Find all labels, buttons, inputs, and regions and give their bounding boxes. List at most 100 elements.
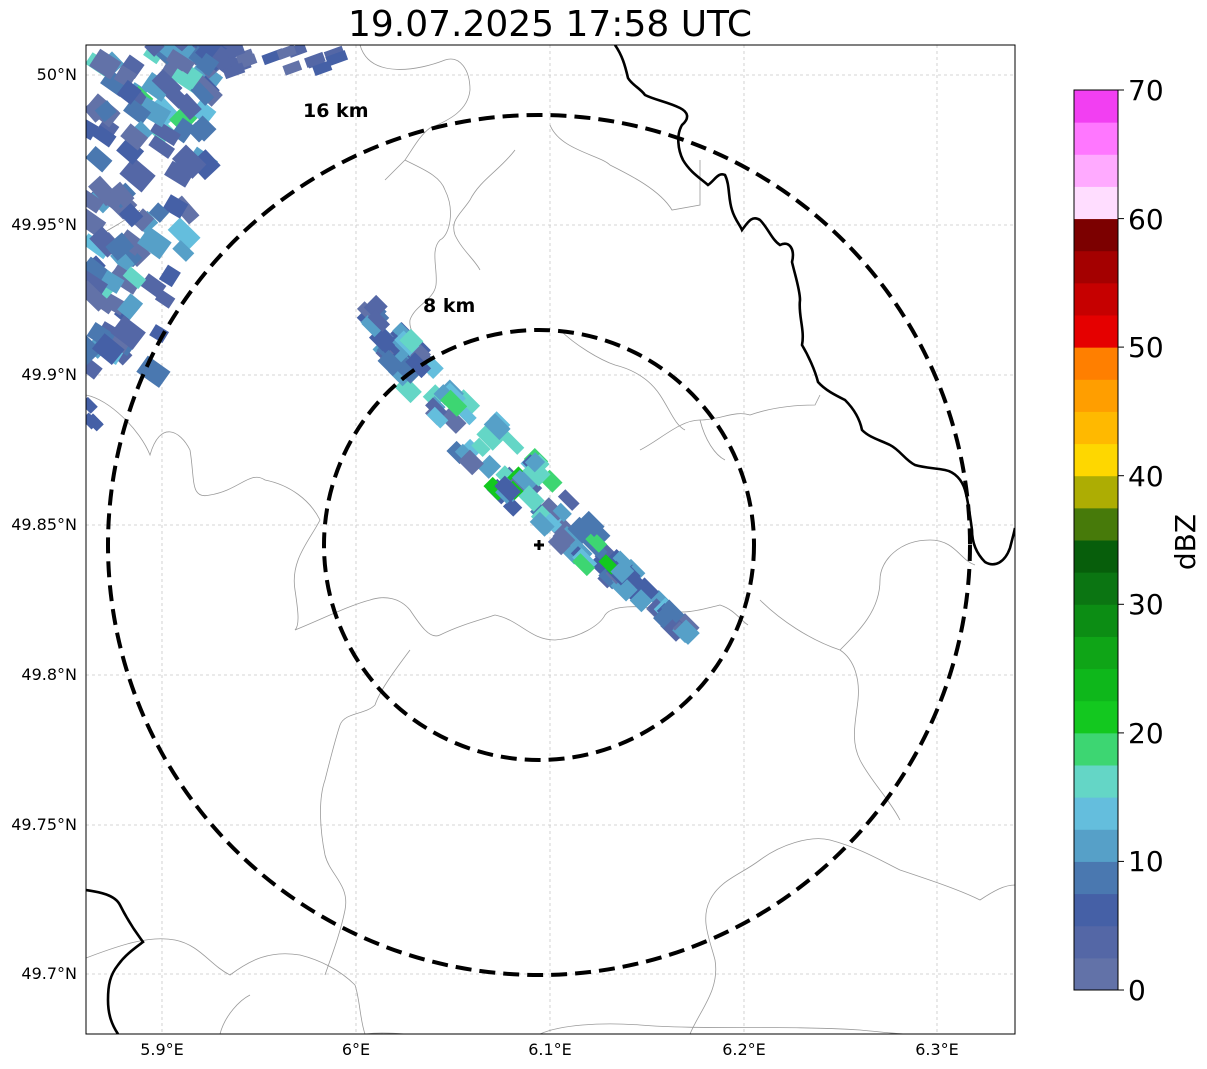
colorbar-frame [1073, 89, 1119, 991]
reflectivity-block [154, 289, 176, 309]
reflectivity-block [325, 50, 349, 67]
lat-label: 49.95°N [11, 215, 77, 234]
reflectivity-block [610, 559, 635, 584]
colorbar-bin [1074, 507, 1118, 541]
municipal-borders [86, 45, 1015, 1034]
reflectivity-block [131, 208, 155, 232]
reflectivity-block [190, 115, 217, 142]
reflectivity-block [674, 619, 700, 645]
range-ring-label-16km: 16 km [303, 100, 369, 122]
colorbar-bin [1074, 636, 1118, 670]
reflectivity-block [149, 324, 170, 344]
reflectivity-block [110, 315, 146, 350]
reflectivity-block [557, 489, 580, 511]
reflectivity-block [162, 194, 189, 219]
range-rings [106, 113, 972, 977]
reflectivity-block [86, 145, 113, 173]
reflectivity-block [164, 160, 194, 188]
colorbar-bin [1074, 668, 1118, 702]
colorbar-ticks [1118, 89, 1124, 991]
reflectivity-block [572, 553, 596, 577]
reflectivity-block [187, 121, 208, 143]
reflectivity-block [399, 328, 424, 353]
reflectivity-block [552, 526, 576, 550]
reflectivity-block [148, 135, 176, 159]
colorbar-bin [1074, 250, 1118, 284]
reflectivity-block [524, 452, 546, 473]
reflectivity-block [190, 81, 215, 106]
reflectivity-block [167, 217, 201, 251]
latitude-labels: 50°N 49.95°N 49.9°N 49.85°N 49.8°N 49.75… [11, 65, 77, 983]
reflectivity-block [86, 396, 98, 414]
colorbar-tick-label: 70 [1128, 74, 1164, 107]
colorbar-bin [1074, 90, 1118, 123]
reflectivity-block [660, 599, 685, 623]
reflectivity-block [158, 264, 181, 288]
colorbar-bin [1074, 797, 1118, 830]
map-frame [85, 44, 1016, 1035]
reflectivity-block [518, 485, 545, 512]
reflectivity-block [113, 65, 138, 89]
reflectivity-block [89, 48, 122, 80]
reflectivity-block [629, 589, 653, 613]
reflectivity-block [276, 45, 297, 60]
colorbar-bins [1074, 90, 1118, 991]
reflectivity-block [439, 406, 467, 434]
reflectivity-block [483, 413, 511, 441]
reflectivity-block [542, 512, 563, 533]
reflectivity-block [120, 123, 149, 151]
lon-label: 6.1°E [528, 1040, 572, 1059]
colorbar-tick-label: 10 [1128, 845, 1164, 878]
reflectivity-block [86, 189, 105, 214]
reflectivity-block [109, 181, 135, 208]
reflectivity-block [459, 438, 482, 462]
reflectivity-block [222, 62, 246, 80]
reflectivity-block [225, 45, 246, 59]
colorbar-bin [1074, 411, 1118, 445]
reflectivity-block [440, 389, 468, 417]
colorbar-tick-label: 30 [1128, 588, 1164, 621]
reflectivity-block [151, 69, 183, 100]
reflectivity-block [137, 226, 172, 260]
reflectivity-block [536, 497, 566, 527]
colorbar-bin [1074, 861, 1118, 895]
reflectivity-block [172, 240, 195, 262]
colorbar-tick-label: 20 [1128, 717, 1164, 750]
colorbar-tick-label: 60 [1128, 203, 1164, 236]
lat-label: 49.75°N [11, 815, 77, 834]
lon-label: 6°E [342, 1040, 370, 1059]
lon-label: 6.3°E [915, 1040, 959, 1059]
colorbar-bin [1074, 443, 1118, 477]
reflectivity-block [494, 475, 521, 503]
colorbar-bin [1074, 957, 1118, 991]
lat-label: 49.9°N [21, 365, 77, 384]
reflectivity-block [86, 280, 109, 312]
reflectivity-block [123, 98, 152, 125]
reflectivity-block [119, 54, 145, 80]
reflectivity-block [117, 293, 144, 320]
reflectivity-block [137, 96, 172, 128]
lat-label: 49.8°N [21, 665, 77, 684]
reflectivity-block [144, 45, 165, 57]
reflectivity-block [312, 60, 333, 76]
longitude-labels: 5.9°E 6°E 6.1°E 6.2°E 6.3°E [140, 1040, 959, 1059]
reflectivity-block [86, 268, 109, 297]
colorbar-tick-label: 50 [1128, 331, 1164, 364]
colorbar-tick-label: 40 [1128, 460, 1164, 493]
range-ring-label-8km: 8 km [423, 295, 475, 317]
reflectivity-block [405, 352, 432, 379]
reflectivity-block [149, 119, 181, 147]
reflectivity-block [99, 270, 125, 294]
colorbar-bin [1074, 186, 1118, 220]
reflectivity-block [174, 93, 202, 121]
colorbar: 70 60 50 40 30 20 10 0 dBZ [1073, 74, 1202, 1007]
reflectivity-block [376, 335, 396, 355]
colorbar-label: dBZ [1169, 514, 1202, 570]
colorbar-bin [1074, 700, 1118, 734]
reflectivity-block [367, 309, 391, 333]
radar-echoes [86, 45, 700, 645]
colorbar-bin [1074, 347, 1118, 380]
range-ring-16km [106, 113, 972, 977]
radar-site-marker [534, 540, 544, 550]
reflectivity-block [165, 49, 195, 75]
